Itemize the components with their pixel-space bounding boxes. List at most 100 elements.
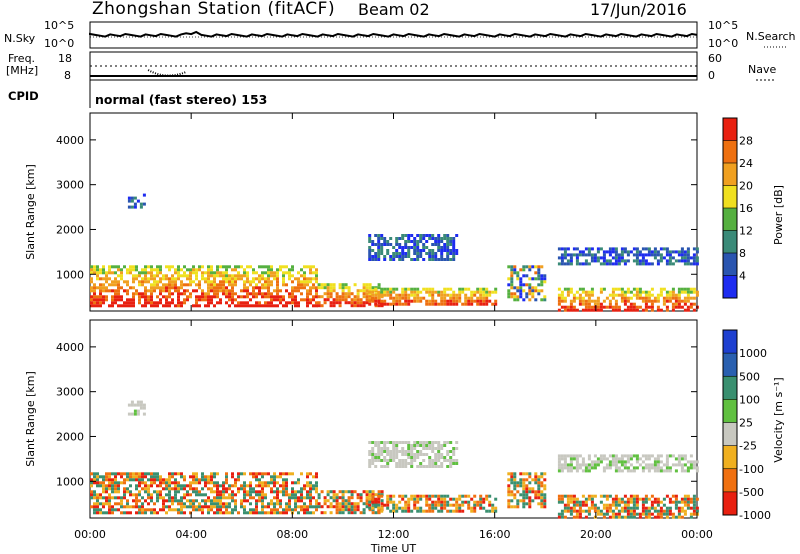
data-cell [237, 490, 240, 494]
data-cell [252, 289, 255, 293]
data-cell [297, 277, 300, 281]
data-cell [563, 287, 567, 291]
data-cell [255, 493, 258, 497]
data-cell [635, 262, 639, 266]
data-cell [677, 299, 681, 303]
data-cell [258, 277, 261, 281]
data-cell [153, 277, 156, 281]
data-cell [126, 301, 129, 305]
data-cell [596, 509, 600, 513]
data-cell [350, 508, 354, 512]
data-cell [261, 472, 264, 476]
data-cell [368, 296, 372, 300]
data-cell [156, 286, 159, 290]
data-cell [273, 496, 276, 500]
data-cell [686, 247, 690, 251]
data-cell [338, 301, 342, 305]
data-cell [102, 271, 105, 275]
data-cell [201, 511, 204, 515]
data-cell [264, 505, 267, 509]
data-cell [282, 487, 285, 491]
data-cell [291, 292, 294, 296]
data-cell [617, 253, 621, 257]
data-cell [344, 502, 348, 506]
data-cell [129, 301, 132, 305]
data-cell [231, 295, 234, 299]
colorbar-tick-label: 100 [739, 393, 760, 406]
data-cell [150, 472, 153, 476]
data-cell [410, 240, 414, 243]
data-cell [563, 463, 567, 467]
data-cell [264, 304, 267, 308]
data-cell [584, 305, 588, 309]
data-cell [689, 256, 693, 260]
data-cell [270, 295, 273, 299]
data-cell [635, 503, 639, 507]
data-cell [222, 511, 225, 515]
data-cell [237, 511, 240, 515]
data-cell [312, 484, 315, 488]
data-cell [525, 478, 529, 482]
data-cell [425, 287, 429, 291]
data-cell [659, 500, 663, 504]
data-cell [656, 509, 660, 513]
data-cell [183, 496, 186, 500]
data-cell [428, 258, 432, 261]
data-cell [674, 506, 678, 510]
data-cell [273, 481, 276, 485]
data-cell [216, 487, 219, 491]
data-cell [620, 259, 624, 263]
data-cell [111, 508, 114, 512]
data-cell [632, 293, 636, 297]
data-cell [695, 506, 699, 510]
data-cell [668, 454, 672, 458]
data-cell [213, 277, 216, 281]
data-cell [575, 256, 579, 260]
data-cell [261, 475, 264, 479]
data-cell [267, 280, 270, 284]
data-cell [335, 505, 339, 509]
data-cell [165, 493, 168, 497]
data-cell [528, 505, 532, 509]
data-cell [133, 205, 137, 209]
data-cell [162, 502, 165, 506]
data-cell [312, 277, 315, 281]
data-cell [243, 289, 246, 293]
data-cell [389, 290, 393, 294]
data-cell [335, 295, 339, 299]
data-cell [416, 509, 420, 513]
data-cell [249, 508, 252, 512]
data-cell [653, 250, 657, 254]
data-cell [365, 298, 369, 302]
data-cell [431, 441, 435, 444]
data-cell [620, 454, 624, 458]
data-cell [180, 286, 183, 290]
data-cell [407, 287, 411, 291]
data-cell [108, 268, 111, 272]
data-cell [329, 286, 333, 290]
data-cell [689, 512, 693, 516]
nave-label: Nave [748, 63, 777, 76]
data-cell [144, 286, 147, 290]
data-cell [623, 296, 627, 300]
data-cell [219, 508, 222, 512]
data-cell [356, 292, 360, 296]
data-cell [623, 515, 627, 519]
data-cell [329, 295, 333, 299]
data-cell [300, 274, 303, 278]
data-cell [180, 487, 183, 491]
data-cell [476, 299, 480, 303]
data-cell [341, 292, 345, 296]
data-cell [617, 305, 621, 309]
data-cell [671, 250, 675, 254]
data-cell [587, 509, 591, 513]
data-cell [129, 298, 132, 302]
data-cell [458, 497, 462, 501]
data-cell [231, 268, 234, 272]
data-cell [141, 295, 144, 299]
data-cell [662, 512, 666, 516]
data-cell [653, 497, 657, 501]
data-cell [540, 472, 544, 476]
data-cell [306, 298, 309, 302]
data-cell [159, 292, 162, 296]
